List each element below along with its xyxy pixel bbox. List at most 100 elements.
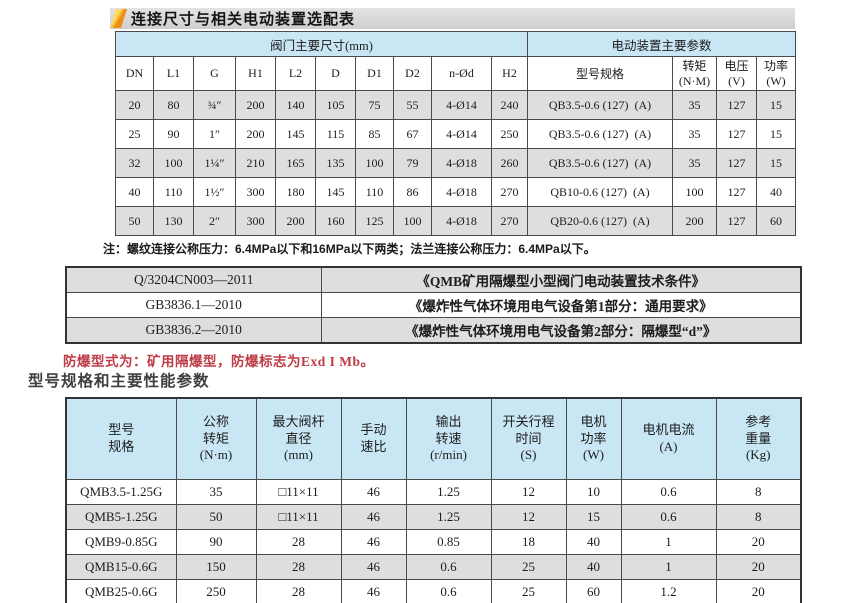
table-cell: 25: [490, 554, 567, 580]
standard-name: 《爆炸性气体环境用电气设备第1部分：通用要求》: [320, 292, 802, 318]
col-header-h2: H2: [491, 56, 528, 91]
table-cell: 150: [175, 554, 257, 580]
table-cell: 127: [716, 90, 757, 120]
standard-name: 《爆炸性气体环境用电气设备第2部分：隔爆型“d”》: [320, 317, 802, 344]
table-cell: 35: [175, 479, 257, 505]
table-cell: 4-Ø18: [431, 177, 492, 207]
col-header-l1: L1: [153, 56, 194, 91]
table-cell: 35: [672, 119, 717, 149]
table-cell: 12: [490, 479, 567, 505]
standard-code: Q/3204CN003—2011: [65, 266, 322, 293]
table-cell: 15: [755, 119, 797, 149]
col-header-dn: DN: [115, 56, 154, 91]
table-cell: 8: [715, 479, 802, 505]
table-cell: 300: [235, 177, 276, 207]
col-header-rated-torque: 公称 转矩 (N·m): [175, 397, 257, 480]
table-cell: 8: [715, 504, 802, 530]
col-header-motor-current: 电机电流 (A): [620, 397, 717, 480]
table-cell: 1.2: [620, 579, 717, 603]
orange-slash-icon: [109, 9, 128, 28]
table-cell: 40: [565, 554, 622, 580]
table-cell: 1: [620, 529, 717, 555]
table-cell: 2″: [193, 206, 236, 236]
table-cell: 40: [755, 177, 797, 207]
table-cell: 1¼″: [193, 148, 236, 178]
table-cell: 250: [175, 579, 257, 603]
table-cell: 15: [755, 90, 797, 120]
table-cell: 20: [715, 529, 802, 555]
table-cell: 270: [491, 177, 528, 207]
table-cell: 46: [340, 504, 407, 530]
table-cell: 0.6: [620, 504, 717, 530]
table-cell: 86: [393, 177, 432, 207]
table-cell: 115: [315, 119, 356, 149]
table-cell: 200: [235, 119, 276, 149]
section2-title: 型号规格和主要性能参数: [28, 373, 210, 390]
col-header-voltage: 电压 (V): [716, 56, 757, 91]
table-cell: 50: [115, 206, 154, 236]
table-cell: 100: [672, 177, 717, 207]
explosion-proof-note: 防爆型式为：矿用隔爆型，防爆标志为Exd I Mb。: [63, 354, 375, 369]
table-cell: 270: [491, 206, 528, 236]
table-cell: 25: [115, 119, 154, 149]
table-cell: 80: [153, 90, 194, 120]
table-cell: 127: [716, 148, 757, 178]
table-cell: 125: [355, 206, 394, 236]
table-cell: 60: [565, 579, 622, 603]
col-header-d1: D1: [355, 56, 394, 91]
table-cell: 1.25: [405, 479, 492, 505]
col-header-stroke-time: 开关行程 时间 (S): [490, 397, 567, 480]
table-cell: 35: [672, 90, 717, 120]
standard-code: GB3836.2—2010: [65, 317, 322, 344]
pressure-note: 注：螺纹连接公称压力：6.4MPa以下和16MPa以下两类；法兰连接公称压力：6…: [103, 242, 596, 256]
table-cell: 165: [275, 148, 316, 178]
table-cell-model: QMB9-0.85G: [65, 529, 177, 555]
table-cell: 0.6: [405, 579, 492, 603]
standards-table: Q/3204CN003—2011 《QMB矿用隔爆型小型阀门电动装置技术条件》 …: [65, 266, 802, 344]
table-cell: 300: [235, 206, 276, 236]
table-cell: 90: [175, 529, 257, 555]
performance-table: 型号 规格 公称 转矩 (N·m) 最大阀杆 直径 (mm) 手动 速比 输出 …: [65, 397, 802, 603]
col-header-motor-power: 电机 功率 (W): [565, 397, 622, 480]
table-cell: 4-Ø14: [431, 90, 492, 120]
col-header-g: G: [193, 56, 236, 91]
table-cell: 28: [255, 554, 342, 580]
table-cell: 75: [355, 90, 394, 120]
table-cell: 46: [340, 479, 407, 505]
table-cell: 4-Ø18: [431, 148, 492, 178]
table-cell: 1½″: [193, 177, 236, 207]
table-cell: 200: [235, 90, 276, 120]
col-header-ref-weight: 参考 重量 (Kg): [715, 397, 802, 480]
col-header-output-speed: 输出 转速 (r/min): [405, 397, 492, 480]
table-cell-model: QB3.5-0.6 (127) (A): [527, 90, 673, 120]
table-cell-model: QMB15-0.6G: [65, 554, 177, 580]
table-cell: 127: [716, 177, 757, 207]
table-cell: 79: [393, 148, 432, 178]
col-header-power: 功率 (W): [755, 56, 797, 91]
table-cell: 50: [175, 504, 257, 530]
table-cell: 85: [355, 119, 394, 149]
table-cell: 135: [315, 148, 356, 178]
col-header-torque: 转矩 (N·M): [672, 56, 717, 91]
table-cell: 145: [315, 177, 356, 207]
col-header-model: 型号 规格: [65, 397, 177, 480]
table-cell: 28: [255, 579, 342, 603]
col-header-max-stem: 最大阀杆 直径 (mm): [255, 397, 342, 480]
table-cell-model: QMB5-1.25G: [65, 504, 177, 530]
table-cell: 210: [235, 148, 276, 178]
table-cell: 18: [490, 529, 567, 555]
table-cell: 180: [275, 177, 316, 207]
table-cell: 100: [153, 148, 194, 178]
table-cell: 15: [755, 148, 797, 178]
dimensions-table: 阀门主要尺寸(mm) 电动装置主要参数 DN L1 G H1 L2 D D1 D…: [115, 31, 797, 236]
table-cell-model: QB3.5-0.6 (127) (A): [527, 148, 673, 178]
table-cell: 160: [315, 206, 356, 236]
table-cell: 46: [340, 579, 407, 603]
table-cell: 110: [355, 177, 394, 207]
col-header-nod: n-Ød: [431, 56, 492, 91]
table-cell: 240: [491, 90, 528, 120]
table-cell: 0.6: [405, 554, 492, 580]
section1-title: 连接尺寸与相关电动装置选配表: [131, 11, 356, 28]
table-cell: 32: [115, 148, 154, 178]
